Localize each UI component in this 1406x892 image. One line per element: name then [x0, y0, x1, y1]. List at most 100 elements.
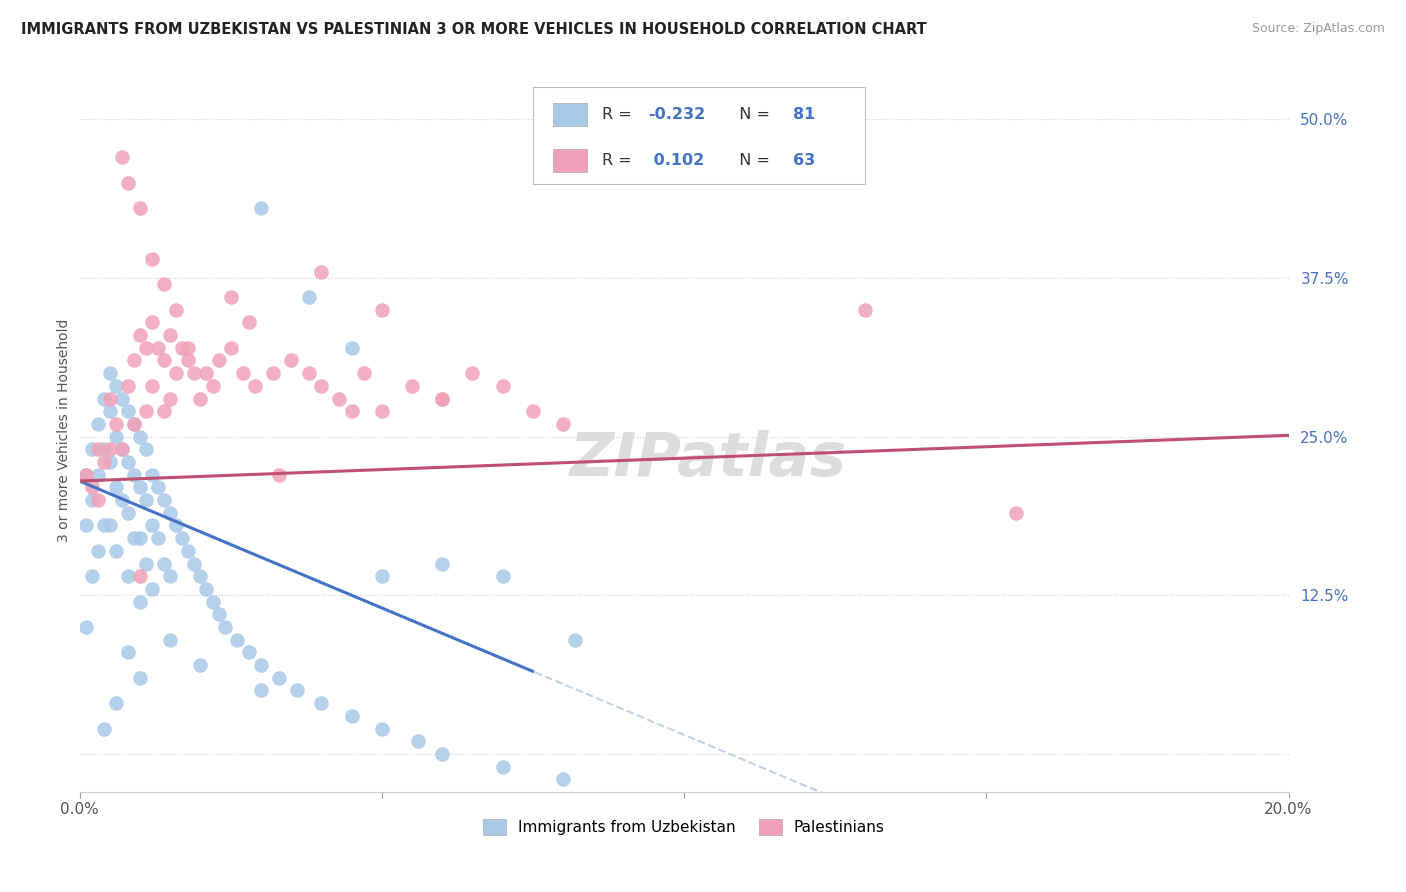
Point — [141, 582, 163, 596]
Text: Source: ZipAtlas.com: Source: ZipAtlas.com — [1251, 22, 1385, 36]
Point — [401, 379, 423, 393]
Point — [135, 341, 157, 355]
Point — [267, 467, 290, 482]
Point — [311, 696, 333, 710]
Point — [117, 379, 139, 393]
Point — [86, 544, 108, 558]
Point — [111, 150, 134, 164]
Point — [117, 645, 139, 659]
Point — [311, 379, 333, 393]
Point — [159, 506, 181, 520]
Point — [219, 341, 242, 355]
Point — [190, 569, 212, 583]
FancyBboxPatch shape — [554, 103, 588, 127]
Point — [129, 569, 152, 583]
Point — [141, 518, 163, 533]
Point — [492, 759, 515, 773]
Point — [129, 531, 152, 545]
Point — [98, 392, 121, 406]
Point — [250, 658, 273, 673]
Point — [232, 366, 254, 380]
Point — [432, 392, 454, 406]
Point — [141, 315, 163, 329]
Point — [141, 467, 163, 482]
Point — [159, 392, 181, 406]
Text: N =: N = — [728, 107, 775, 122]
Point — [201, 379, 224, 393]
Point — [298, 366, 321, 380]
Point — [190, 658, 212, 673]
Point — [80, 442, 103, 457]
Point — [371, 722, 394, 736]
Text: N =: N = — [728, 153, 775, 168]
Point — [172, 341, 194, 355]
Point — [117, 506, 139, 520]
Point — [553, 417, 575, 431]
Point — [80, 480, 103, 494]
Point — [267, 671, 290, 685]
Point — [146, 531, 169, 545]
Point — [238, 645, 260, 659]
Point — [214, 620, 236, 634]
Point — [311, 264, 333, 278]
Point — [129, 480, 152, 494]
Point — [285, 683, 308, 698]
Point — [122, 417, 145, 431]
Point — [298, 290, 321, 304]
Point — [93, 455, 115, 469]
Point — [165, 518, 187, 533]
Point — [340, 404, 363, 418]
Point — [280, 353, 302, 368]
Point — [75, 467, 97, 482]
Text: 81: 81 — [793, 107, 815, 122]
Point — [177, 341, 200, 355]
Text: 63: 63 — [793, 153, 815, 168]
Point — [238, 315, 260, 329]
Point — [146, 341, 169, 355]
Point — [201, 594, 224, 608]
Point — [1005, 506, 1028, 520]
Point — [219, 290, 242, 304]
Text: -0.232: -0.232 — [648, 107, 704, 122]
Point — [117, 569, 139, 583]
Point — [172, 531, 194, 545]
Point — [117, 455, 139, 469]
Point — [153, 557, 176, 571]
Y-axis label: 3 or more Vehicles in Household: 3 or more Vehicles in Household — [58, 318, 72, 542]
Point — [177, 353, 200, 368]
Point — [353, 366, 375, 380]
Point — [183, 557, 205, 571]
Point — [86, 417, 108, 431]
Point — [135, 557, 157, 571]
Point — [522, 404, 544, 418]
Point — [328, 392, 350, 406]
Point — [165, 302, 187, 317]
Point — [104, 379, 127, 393]
Point — [853, 302, 876, 317]
Point — [135, 442, 157, 457]
Point — [98, 518, 121, 533]
Point — [461, 366, 484, 380]
Point — [117, 404, 139, 418]
Point — [553, 772, 575, 787]
Point — [195, 366, 218, 380]
Point — [111, 392, 134, 406]
Point — [93, 392, 115, 406]
Point — [122, 531, 145, 545]
Point — [122, 467, 145, 482]
Point — [104, 544, 127, 558]
Point — [86, 493, 108, 508]
Point — [207, 353, 229, 368]
Point — [243, 379, 266, 393]
Text: R =: R = — [602, 153, 637, 168]
Point — [225, 632, 247, 647]
Point — [492, 379, 515, 393]
Point — [153, 493, 176, 508]
Point — [104, 696, 127, 710]
Point — [432, 747, 454, 761]
Point — [159, 569, 181, 583]
Point — [492, 569, 515, 583]
Point — [159, 632, 181, 647]
Point — [129, 429, 152, 443]
Point — [122, 353, 145, 368]
